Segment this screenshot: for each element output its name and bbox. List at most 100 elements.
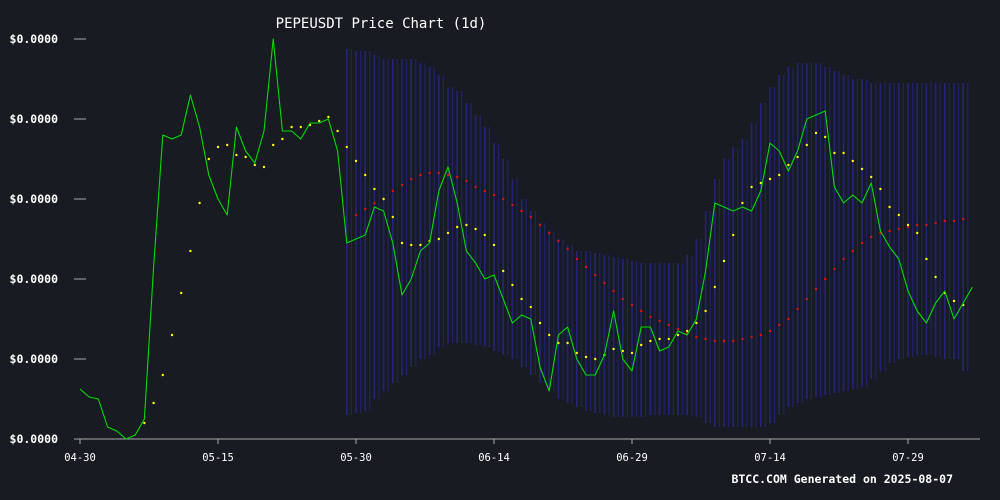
y-tick-label: $0.0000 xyxy=(10,192,59,206)
short-ma-point xyxy=(262,165,266,169)
short-ma-point xyxy=(189,249,192,253)
long-ma-point xyxy=(492,193,496,197)
short-ma-point xyxy=(888,205,891,209)
short-ma-point xyxy=(713,285,716,289)
short-ma-point xyxy=(897,213,900,217)
y-tick-label: $0.0000 xyxy=(10,432,59,446)
long-ma-point xyxy=(428,171,431,175)
short-ma-point xyxy=(621,349,624,353)
short-ma-point xyxy=(741,201,744,205)
long-ma-point xyxy=(943,219,946,223)
footer-credit: BTCC.COM Generated on 2025-08-07 xyxy=(731,472,953,486)
long-ma-point xyxy=(851,249,854,253)
short-ma-point xyxy=(759,181,762,185)
price-line xyxy=(79,38,973,440)
short-ma-point xyxy=(575,351,578,355)
long-ma-point xyxy=(612,289,615,293)
long-ma-point xyxy=(538,223,542,227)
short-ma-point xyxy=(281,137,284,141)
long-ma-point xyxy=(713,339,716,343)
short-ma-point xyxy=(916,231,919,235)
short-ma-point xyxy=(327,115,330,119)
short-ma-point xyxy=(244,155,247,159)
bollinger-band xyxy=(345,49,969,427)
short-ma-point xyxy=(400,241,404,245)
short-ma-point xyxy=(373,187,376,191)
short-ma-point xyxy=(934,275,937,279)
short-ma-point xyxy=(511,283,514,287)
short-ma-point xyxy=(778,173,781,177)
short-ma-point xyxy=(796,155,799,159)
x-tick-label: 04-30 xyxy=(64,452,96,464)
long-ma-point xyxy=(805,297,808,301)
short-ma-point xyxy=(446,231,450,235)
long-ma-point xyxy=(594,273,597,277)
short-ma-point xyxy=(502,269,505,273)
long-ma-point xyxy=(814,287,818,291)
short-ma-point xyxy=(548,333,551,337)
short-ma-point xyxy=(649,339,652,343)
long-ma-point xyxy=(787,317,790,321)
short-ma-point xyxy=(787,163,790,167)
short-ma-point xyxy=(833,151,836,155)
long-ma-point xyxy=(456,175,459,179)
long-ma-point xyxy=(676,327,680,331)
short-ma-point xyxy=(290,125,293,129)
y-axis-ticks: $0.0000 $0.0000 $0.0000 $0.0000 $0.0000 $0.00… xyxy=(10,32,86,446)
short-ma-point xyxy=(805,143,808,147)
long-ma-point xyxy=(722,339,726,343)
short-ma-point xyxy=(437,237,440,241)
y-tick-label: $0.0000 xyxy=(10,32,59,46)
series xyxy=(79,38,973,440)
short-ma-point xyxy=(851,159,854,163)
short-ma-point xyxy=(814,131,818,135)
short-ma-point xyxy=(732,233,735,237)
short-ma-point xyxy=(345,145,348,149)
short-ma-point xyxy=(235,153,238,157)
short-ma-point xyxy=(584,355,588,359)
y-tick-label: $0.0000 xyxy=(10,352,59,366)
short-ma-point xyxy=(318,119,321,123)
long-ma-point xyxy=(741,337,744,341)
short-ma-point xyxy=(198,201,201,205)
short-ma-point xyxy=(879,187,882,191)
short-ma-point xyxy=(456,225,459,229)
long-ma-point xyxy=(860,241,864,245)
short-ma-point xyxy=(207,157,210,161)
short-ma-point xyxy=(216,145,220,149)
long-ma-point xyxy=(630,303,634,307)
short-ma-point xyxy=(465,223,468,227)
long-ma-point xyxy=(778,323,781,327)
long-ma-point xyxy=(584,265,588,269)
short-ma-point xyxy=(272,143,275,147)
long-ma-point xyxy=(906,225,910,229)
long-ma-point xyxy=(824,277,827,281)
long-ma-point xyxy=(621,297,624,301)
long-ma-point xyxy=(511,203,514,207)
long-ma-point xyxy=(759,333,762,337)
short-ma-point xyxy=(253,163,256,167)
short-ma-point xyxy=(768,177,772,181)
short-ma-point xyxy=(686,329,689,333)
long-ma-point xyxy=(483,189,486,193)
long-ma-point xyxy=(557,239,560,243)
long-ma-point xyxy=(962,217,965,221)
x-tick-label: 06-29 xyxy=(616,452,648,464)
long-ma-point xyxy=(575,257,578,261)
short-ma-point xyxy=(667,337,670,341)
long-ma-point xyxy=(732,339,735,343)
long-ma-point xyxy=(529,215,532,219)
long-ma-point xyxy=(640,309,643,313)
short-ma-point xyxy=(925,257,928,261)
short-ma-point xyxy=(391,215,394,219)
long-ma-point xyxy=(502,197,505,201)
short-ma-point xyxy=(143,421,146,425)
short-ma-point xyxy=(906,223,910,227)
long-ma-point xyxy=(888,229,891,233)
x-tick-label: 06-14 xyxy=(478,452,510,464)
short-ma-point xyxy=(824,135,827,139)
long-ma-point xyxy=(842,257,845,261)
x-tick-label: 07-14 xyxy=(754,452,786,464)
short-ma-point xyxy=(538,321,542,325)
long-ma-point xyxy=(925,223,928,227)
